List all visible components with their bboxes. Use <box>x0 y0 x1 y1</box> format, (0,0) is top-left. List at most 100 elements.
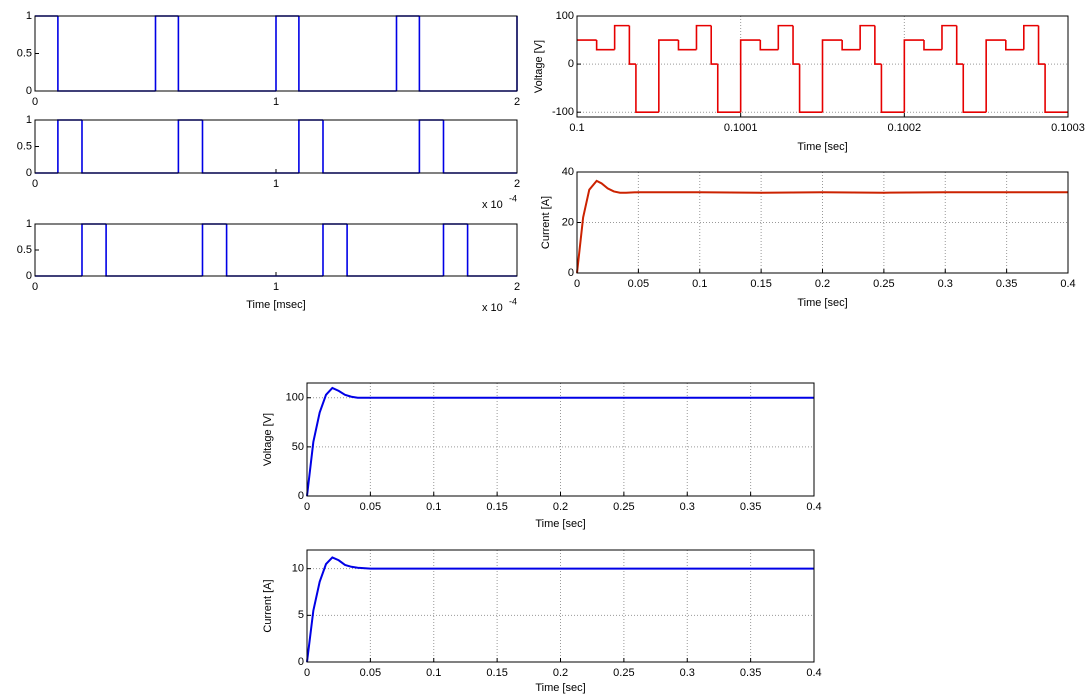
x-axis-label: Time [sec] <box>797 297 847 309</box>
step-segment <box>710 25 718 65</box>
axes-box <box>34 223 518 277</box>
step-segment <box>695 24 712 50</box>
y-tick-label: 0 <box>26 167 32 179</box>
step-segment <box>777 24 794 50</box>
step-segment <box>792 25 800 65</box>
step-segment <box>677 40 697 51</box>
x-axis-label: Time [sec] <box>535 518 585 530</box>
x-tick-label: 2 <box>514 178 520 190</box>
x-tick-label: 0.1 <box>426 501 441 513</box>
x-tick-label: 0 <box>32 281 38 293</box>
y-tick-label: 1 <box>26 218 32 230</box>
x-multiplier: x 10 <box>482 302 503 314</box>
step-segment <box>903 39 924 113</box>
x-tick-label: 0 <box>304 501 310 513</box>
x-tick-label: 0.35 <box>740 501 761 513</box>
plot-area <box>307 550 814 662</box>
y-tick-label: 0 <box>298 490 304 502</box>
y-tick-label: 1 <box>26 114 32 126</box>
panel: 0 0.05 0.1 0.15 0.2 0.25 0.3 0.35 0.4 0 20 40 Time [… <box>540 166 1076 309</box>
x-tick-label: 0.2 <box>553 501 568 513</box>
axes-box <box>306 549 815 663</box>
line-series <box>576 179 1068 274</box>
y-tick-label: 0 <box>26 270 32 282</box>
panel: 0 0.05 0.1 0.15 0.2 0.25 0.3 0.35 0.4 0 5 10 Time [s… <box>262 549 822 694</box>
x-tick-label: 0 <box>32 178 38 190</box>
x-multiplier: x 10 <box>482 199 503 211</box>
x-tick-label: 0.05 <box>360 501 381 513</box>
y-tick-label: 0 <box>298 656 304 668</box>
y-tick-label: 50 <box>292 441 304 453</box>
x-tick-label: 0.1 <box>569 122 584 134</box>
x-tick-label: 0.15 <box>486 667 507 679</box>
x-multiplier-power: -4 <box>509 296 517 306</box>
y-axis-label: Current [A] <box>262 579 274 632</box>
step-segment <box>759 40 779 51</box>
x-tick-label: 0.3 <box>680 667 695 679</box>
x-tick-label: 0.1 <box>692 278 707 290</box>
x-tick-label: 0.4 <box>806 667 821 679</box>
x-tick-label: 0.05 <box>360 667 381 679</box>
y-tick-label: 40 <box>562 166 574 178</box>
x-tick-label: 0.35 <box>996 278 1017 290</box>
step-segment <box>859 24 875 50</box>
y-tick-label: 5 <box>298 609 304 621</box>
step-segment <box>613 24 630 50</box>
step-segment <box>1044 64 1068 113</box>
x-tick-label: 1 <box>273 178 279 190</box>
x-tick-label: 0.3 <box>680 501 695 513</box>
step-segment <box>658 39 679 113</box>
x-tick-label: 0.1002 <box>888 122 922 134</box>
x-tick-label: 2 <box>514 96 520 108</box>
y-tick-label: 0 <box>568 58 574 70</box>
y-tick-label: 0.5 <box>17 140 32 152</box>
step-segment <box>821 39 843 113</box>
plot-area <box>35 120 517 173</box>
axes-box <box>576 15 1069 118</box>
x-tick-label: 0.25 <box>613 501 634 513</box>
panel: 0 0.05 0.1 0.15 0.2 0.25 0.3 0.35 0.4 0 50 100 Time … <box>262 382 822 530</box>
x-tick-label: 0.35 <box>740 667 761 679</box>
x-tick-label: 1 <box>273 281 279 293</box>
line-series <box>306 386 814 497</box>
step-segment <box>1023 24 1039 50</box>
step-segment <box>716 64 741 113</box>
x-tick-label: 2 <box>514 281 520 293</box>
x-tick-label: 0.05 <box>628 278 649 290</box>
step-segment <box>841 40 861 51</box>
x-tick-label: 0.25 <box>873 278 894 290</box>
step-segment <box>962 64 987 113</box>
x-tick-label: 0.1003 <box>1051 122 1085 134</box>
x-tick-label: 0.1001 <box>724 122 758 134</box>
y-tick-label: 100 <box>556 10 574 22</box>
line-series <box>306 556 814 663</box>
panel: 0.1 0.1001 0.1002 0.1003 -100 0 100 Time [sec] V… <box>533 10 1085 153</box>
x-tick-label: 0 <box>304 667 310 679</box>
y-tick-label: 0.5 <box>17 244 32 256</box>
x-tick-label: 0 <box>574 278 580 290</box>
x-tick-label: 0 <box>32 96 38 108</box>
y-tick-label: 100 <box>286 392 304 404</box>
axes-box <box>306 382 815 497</box>
step-segment <box>739 39 761 113</box>
x-axis-label: Time [sec] <box>797 141 847 153</box>
x-tick-label: 1 <box>273 96 279 108</box>
x-tick-label: 0.3 <box>938 278 953 290</box>
x-axis-label: Time [sec] <box>535 682 585 694</box>
y-tick-label: -100 <box>552 106 574 118</box>
x-tick-label: 0.1 <box>426 667 441 679</box>
y-tick-label: 0 <box>26 85 32 97</box>
y-tick-label: 0.5 <box>17 47 32 59</box>
step-segment <box>941 24 957 50</box>
x-tick-label: 0.15 <box>486 501 507 513</box>
step-segment <box>1005 40 1024 51</box>
step-segment <box>635 64 659 113</box>
x-tick-label: 0.4 <box>1060 278 1075 290</box>
y-axis-label: Current [A] <box>540 196 552 249</box>
step-segment <box>798 64 823 113</box>
axes-box <box>34 15 518 92</box>
plot-area <box>35 224 517 276</box>
step-segment <box>880 64 905 113</box>
